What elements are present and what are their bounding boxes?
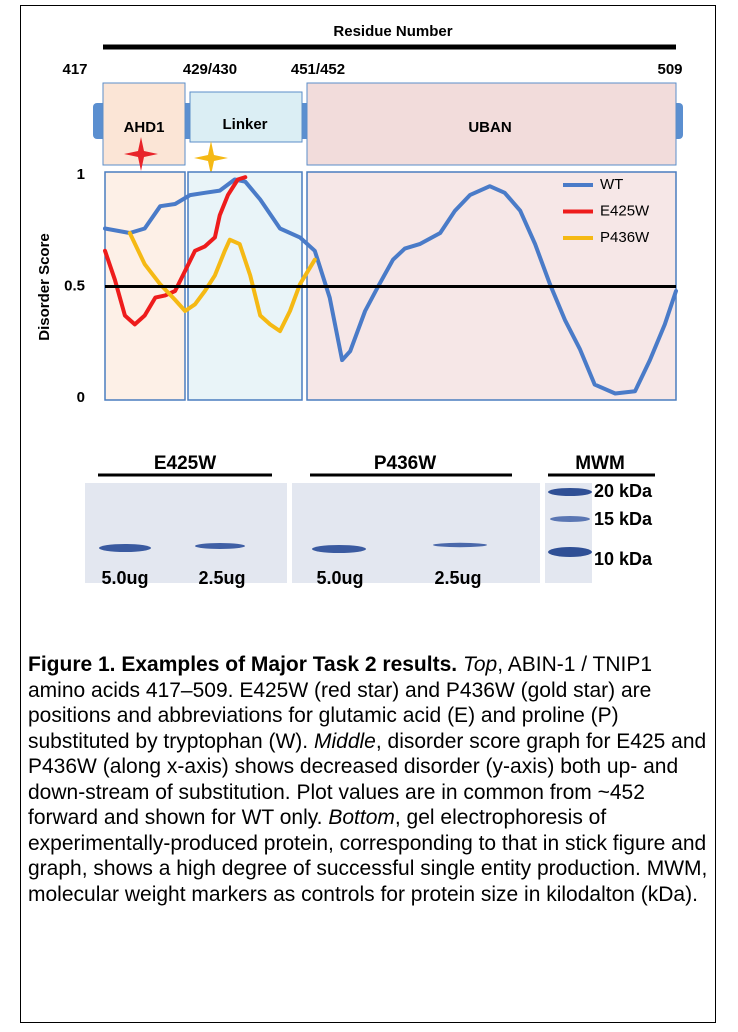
residue-label: 417 bbox=[62, 61, 87, 78]
marker-band bbox=[550, 516, 590, 522]
caption-section: Top bbox=[463, 653, 497, 676]
y-tick-label: 1 bbox=[77, 166, 85, 183]
caption-title: Figure 1. Examples of Major Task 2 resul… bbox=[28, 653, 457, 676]
gel: E425W P436W MWM 5.0ug 2.5ug 5.0ug 2.5ug … bbox=[85, 453, 655, 588]
domain-label: UBAN bbox=[468, 119, 511, 136]
lane-label: 2.5ug bbox=[434, 568, 481, 588]
residue-label: 451/452 bbox=[291, 61, 345, 78]
gel-band bbox=[99, 544, 151, 552]
residue-label: 429/430 bbox=[183, 61, 237, 78]
gel-group: P436W bbox=[374, 453, 436, 474]
marker-band bbox=[548, 547, 592, 557]
residue-title: Residue Number bbox=[333, 23, 452, 40]
gold-star bbox=[194, 141, 228, 175]
domain-label: AHD1 bbox=[124, 119, 165, 136]
marker-label: 15 kDa bbox=[594, 509, 653, 529]
caption-section: Middle bbox=[314, 730, 376, 753]
gel-band bbox=[433, 543, 487, 547]
marker-band bbox=[548, 488, 592, 496]
y-tick-label: 0 bbox=[77, 389, 85, 406]
legend-label: E425W bbox=[600, 202, 650, 219]
marker-label: 20 kDa bbox=[594, 481, 653, 501]
gel-band bbox=[312, 545, 366, 553]
lane-label: 5.0ug bbox=[316, 568, 363, 588]
gel-band bbox=[195, 543, 245, 549]
y-tick-label: 0.5 bbox=[64, 277, 85, 294]
gel-group: MWM bbox=[575, 453, 625, 474]
gel-group: E425W bbox=[154, 453, 216, 474]
caption-section: Bottom bbox=[328, 806, 395, 829]
y-axis-label: Disorder Score bbox=[36, 233, 53, 341]
legend-label: P436W bbox=[600, 229, 650, 246]
gel-panel bbox=[545, 483, 592, 583]
lane-label: 2.5ug bbox=[198, 568, 245, 588]
legend-label: WT bbox=[600, 176, 623, 193]
domain-label: Linker bbox=[222, 116, 267, 133]
marker-label: 10 kDa bbox=[594, 549, 653, 569]
caption: Figure 1. Examples of Major Task 2 resul… bbox=[28, 652, 708, 907]
residue-label: 509 bbox=[657, 61, 682, 78]
lane-label: 5.0ug bbox=[101, 568, 148, 588]
